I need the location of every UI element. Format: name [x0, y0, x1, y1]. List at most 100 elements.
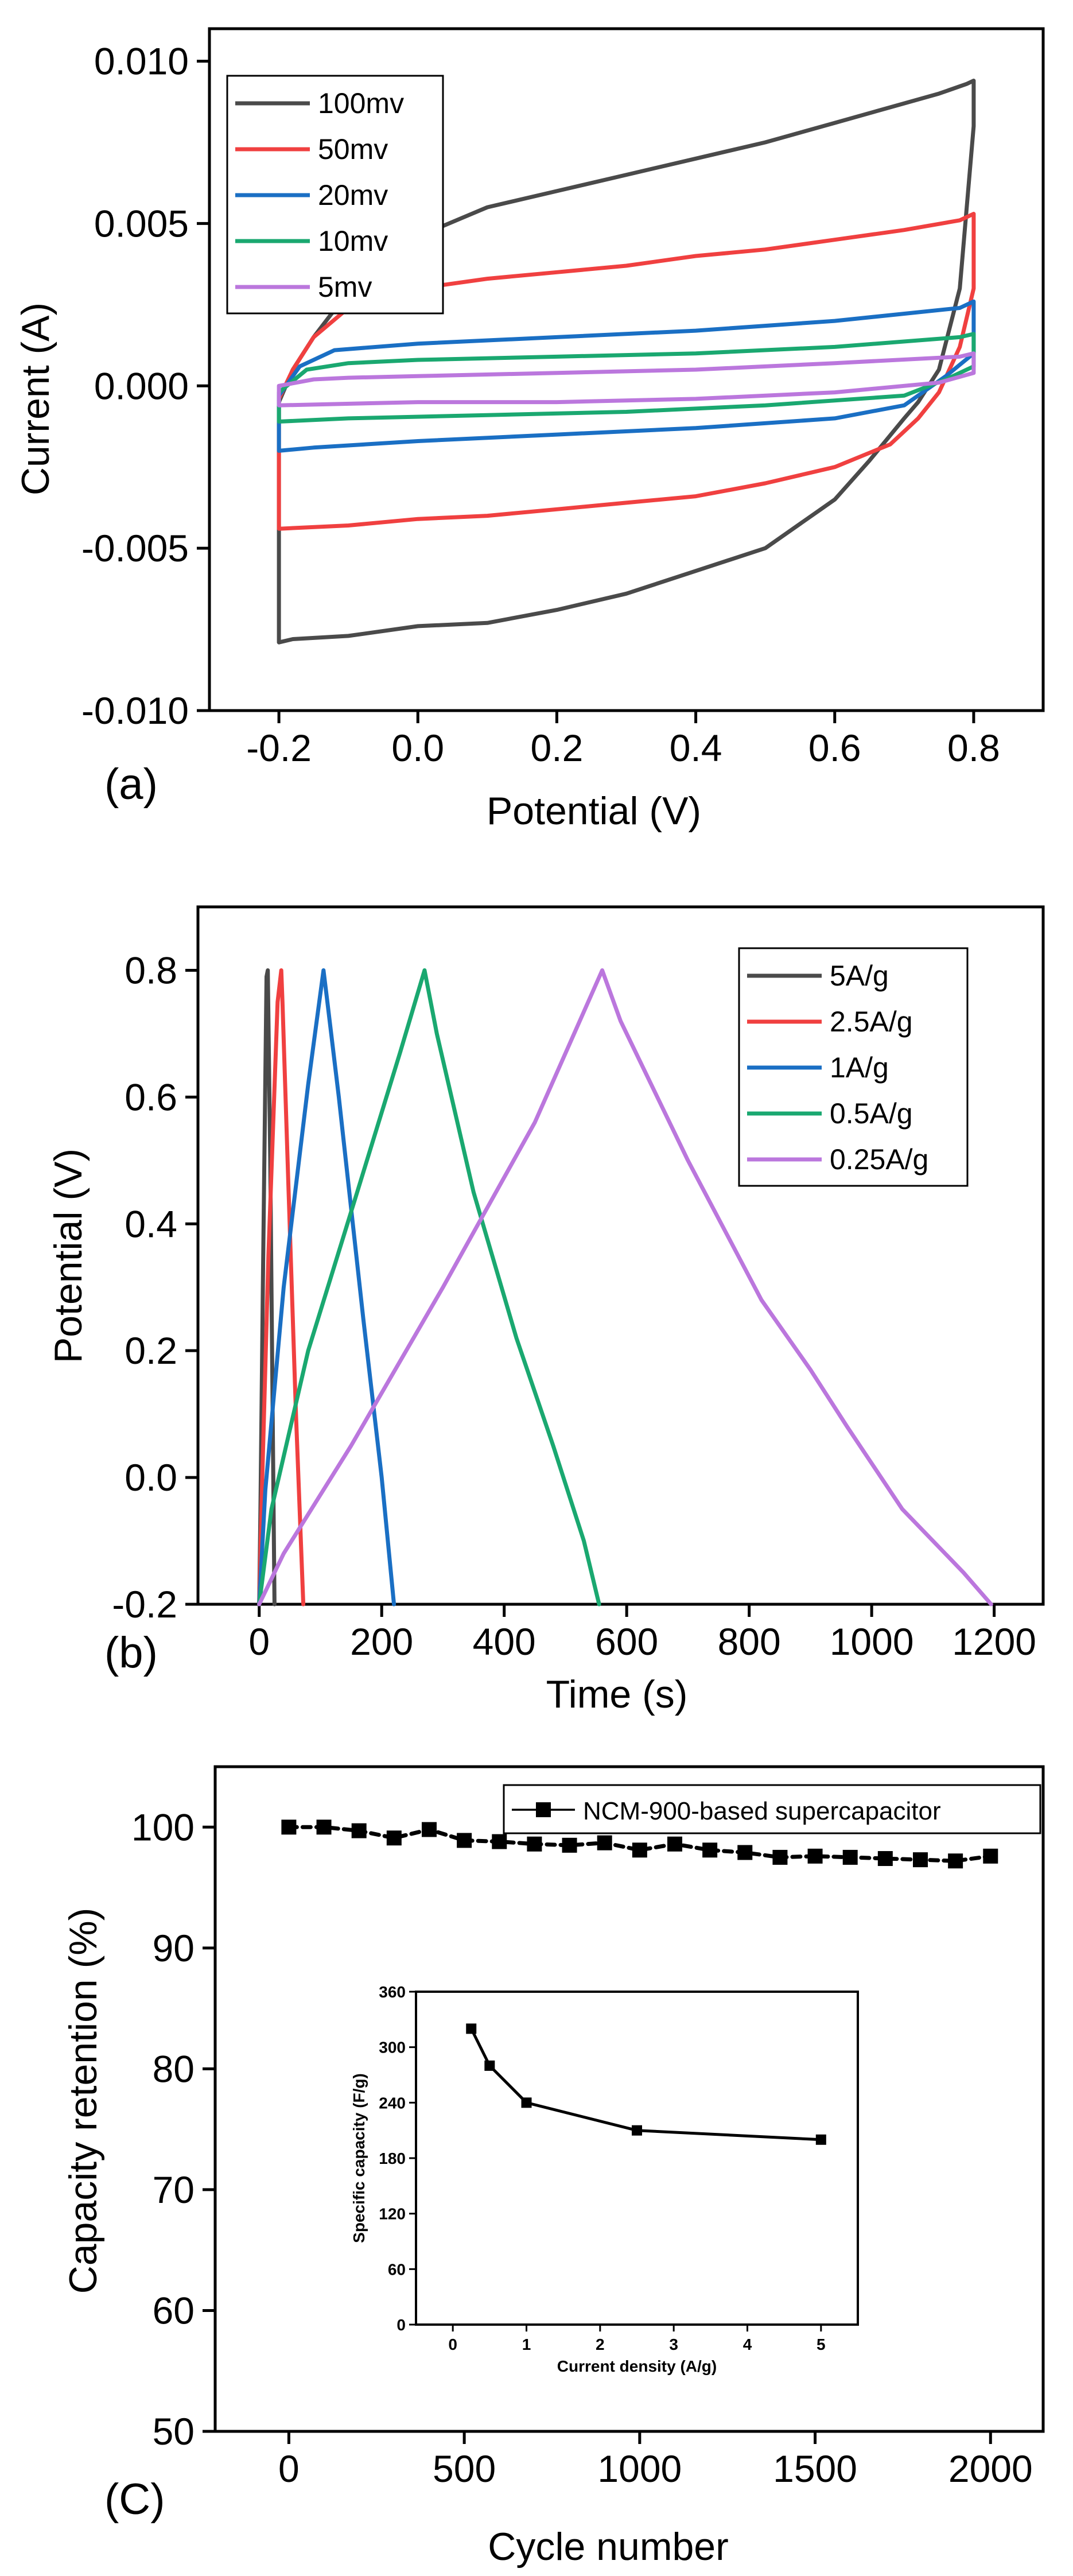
inset-x-tick-label: 4: [743, 2336, 752, 2353]
panel-a-y-tick-label: 0.005: [94, 202, 189, 245]
inset-y-tick-label: 0: [396, 2316, 406, 2334]
panel-c-data-marker: [386, 1830, 402, 1846]
inset-y-tick-label: 240: [379, 2094, 406, 2112]
inset-y-tick-label: 120: [379, 2205, 406, 2223]
panel-b-x-tick-label: 200: [350, 1620, 413, 1663]
panel-c-data-marker: [702, 1842, 718, 1858]
panel-a-x-tick-label: 0.4: [670, 727, 722, 769]
inset-x-tick-label: 3: [669, 2336, 678, 2353]
panel-a-chart: -0.2 0.0 0.2 0.4 0.6 0.8 -0.010 -0.005 0.000 0.00…: [14, 27, 1045, 833]
panel-b-legend-label: 0.25A/g: [830, 1143, 928, 1176]
panel-b-x-tick-label: 800: [718, 1620, 781, 1663]
panel-c-x-tick-label: 0: [278, 2447, 300, 2490]
panel-c-x-tick-label: 500: [433, 2447, 496, 2490]
panel-c-data-marker: [281, 1820, 297, 1835]
panel-a-y-tick-label: -0.005: [81, 527, 189, 569]
panel-c-data-marker: [983, 1848, 998, 1864]
panel-c-legend-marker: [536, 1802, 551, 1817]
panel-a-series-1: [277, 212, 976, 531]
panel-b-x-tick-label: 600: [595, 1620, 658, 1663]
inset-x-axis-title: Current density (A/g): [557, 2357, 717, 2375]
panel-a-legend-label: 100mv: [318, 87, 404, 119]
panel-a-series-4: [277, 351, 976, 408]
panel-a-x-tick-label: 0.2: [531, 727, 584, 769]
panel-c-x-axis-title: Cycle number: [488, 2525, 729, 2569]
inset-x-tick-label: 2: [596, 2336, 605, 2353]
panel-b-y-tick-label: 0.6: [125, 1076, 177, 1118]
panel-c-data-marker: [737, 1845, 753, 1860]
panel-c-data-marker: [912, 1852, 928, 1868]
inset-y-tick-label: 180: [379, 2150, 406, 2167]
panel-c-data-marker: [316, 1820, 332, 1835]
panel-b-x-tick-label: 400: [473, 1620, 536, 1663]
panel-a-x-tick-label: -0.2: [246, 727, 312, 769]
inset-y-tick-label: 300: [379, 2039, 406, 2057]
panel-c-data-marker: [842, 1849, 858, 1865]
panel-a-plot-frame: [208, 27, 1045, 712]
inset-x-tick-label: 0: [448, 2336, 457, 2353]
panel-a-legend-label: 20mv: [318, 179, 388, 211]
panel-a-legend-label: 10mv: [318, 225, 388, 257]
panel-c-data-marker: [807, 1848, 823, 1864]
panel-b-series-2: [257, 968, 396, 1607]
panel-c-data-marker: [877, 1851, 893, 1867]
panel-c-data-marker: [351, 1823, 367, 1838]
inset-y-tick-label: 60: [388, 2260, 406, 2278]
panel-b-y-tick-label: 0.2: [125, 1329, 177, 1372]
panel-c-data-marker: [948, 1853, 963, 1869]
inset-plot-frame: [415, 1991, 859, 2326]
inset-data-marker: [466, 2023, 477, 2034]
panel-a-legend-label: 5mv: [318, 271, 372, 303]
panel-b-series-1: [257, 968, 306, 1607]
panel-c-x-tick-label: 1000: [597, 2447, 682, 2490]
panel-a-y-tick-label: 0.000: [94, 364, 189, 407]
panel-c-y-tick-label: 70: [153, 2168, 195, 2211]
panel-b-series-3: [257, 968, 601, 1607]
panel-b-y-tick-label: 0.8: [125, 949, 177, 991]
panel-c-data-marker: [421, 1822, 437, 1837]
panel-c-inset-chart: 0 1 2 3 4 5 0 60 120 180 240 300 360 Current density …: [350, 1983, 859, 2375]
panel-c-data-marker: [527, 1836, 542, 1852]
panel-b-legend-label: 5A/g: [830, 960, 889, 992]
inset-series-line: [470, 2028, 821, 2142]
panel-c-plot-frame: [213, 1765, 1045, 2433]
panel-a-legend-label: 50mv: [318, 133, 388, 165]
panel-b-x-tick-label: 1000: [830, 1620, 914, 1663]
panel-b-legend-label: 1A/g: [830, 1052, 889, 1084]
panel-a-x-tick-label: 0.6: [808, 727, 861, 769]
panel-b-chart: 0 200 400 600 800 1000 1200 -0.2 0.0 0.2 0.4 0.6 0.8…: [46, 905, 1045, 1716]
panel-c-data-marker: [492, 1834, 507, 1849]
panel-b-y-axis-title: Potential (V): [46, 1149, 90, 1363]
panel-b-label: (b): [104, 1628, 158, 1677]
panel-a-x-tick-label: 0.0: [391, 727, 444, 769]
inset-data-marker: [521, 2097, 532, 2108]
panel-c-y-tick-label: 80: [153, 2047, 195, 2090]
panel-c-data-marker: [562, 1837, 577, 1853]
inset-data-marker: [815, 2134, 826, 2145]
inset-y-axis-title: Specific capacity (F/g): [350, 2073, 368, 2243]
panel-c-y-axis-title: Capacity retention (%): [61, 1908, 105, 2294]
panel-a-label: (a): [104, 760, 158, 809]
panel-c-legend-label: NCM-900-based supercapacitor: [583, 1797, 941, 1825]
panel-b-y-tick-label: 0.4: [125, 1202, 177, 1245]
panel-b-plot-frame: [196, 905, 1045, 1606]
panel-b-y-tick-label: 0.0: [125, 1456, 177, 1499]
inset-x-tick-label: 1: [522, 2336, 531, 2353]
panel-a-series-3: [277, 332, 976, 424]
panel-a-y-axis-title: Current (A): [14, 302, 57, 495]
panel-c-data-marker: [632, 1842, 647, 1858]
panel-b-y-tick-label: -0.2: [112, 1583, 177, 1625]
panel-c-data-marker: [667, 1836, 682, 1852]
panel-c-series-0: [286, 1825, 993, 1863]
panel-c-data-marker: [597, 1835, 612, 1850]
panel-c-x-tick-label: 2000: [948, 2447, 1033, 2490]
panel-c-x-tick-label: 1500: [773, 2447, 857, 2490]
panel-c-legend-box: [503, 1784, 1041, 1834]
inset-data-marker: [484, 2060, 495, 2071]
panel-c-y-tick-label: 90: [153, 1927, 195, 1969]
inset-x-tick-label: 5: [817, 2336, 826, 2353]
panel-c-y-tick-label: 100: [131, 1806, 195, 1848]
panel-b-series-4: [257, 968, 993, 1607]
